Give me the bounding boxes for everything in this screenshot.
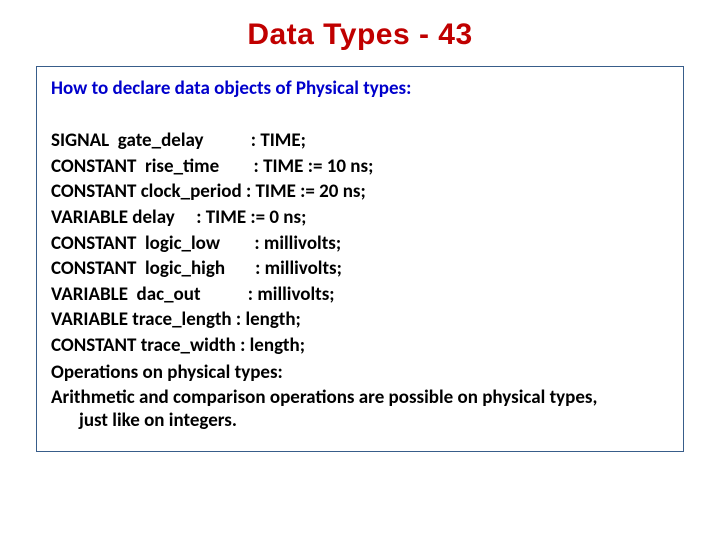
code-line: CONSTANT logic_low : millivolts; [51, 231, 669, 257]
footer-line-b: just like on integers. [51, 409, 669, 434]
code-line: CONSTANT rise_time : TIME := 10 ns; [51, 154, 669, 180]
code-line: VARIABLE delay : TIME := 0 ns; [51, 205, 669, 231]
code-line: VARIABLE dac_out : millivolts; [51, 282, 669, 308]
code-block: SIGNAL gate_delay : TIME;CONSTANT rise_t… [51, 128, 669, 359]
code-line: SIGNAL gate_delay : TIME; [51, 128, 669, 154]
code-line: CONSTANT clock_period : TIME := 20 ns; [51, 179, 669, 205]
content-box: How to declare data objects of Physical … [36, 66, 684, 452]
code-line: CONSTANT trace_width : length; [51, 333, 669, 359]
slide-title: Data Types - 43 [36, 18, 684, 52]
intro-text: How to declare data objects of Physical … [51, 77, 669, 100]
footer-line-a: Arithmetic and comparison operations are… [51, 386, 669, 409]
code-line: CONSTANT logic_high : millivolts; [51, 256, 669, 282]
code-line: VARIABLE trace_length : length; [51, 307, 669, 333]
footer-heading: Operations on physical types: [51, 361, 669, 384]
slide: Data Types - 43 How to declare data obje… [0, 0, 720, 540]
